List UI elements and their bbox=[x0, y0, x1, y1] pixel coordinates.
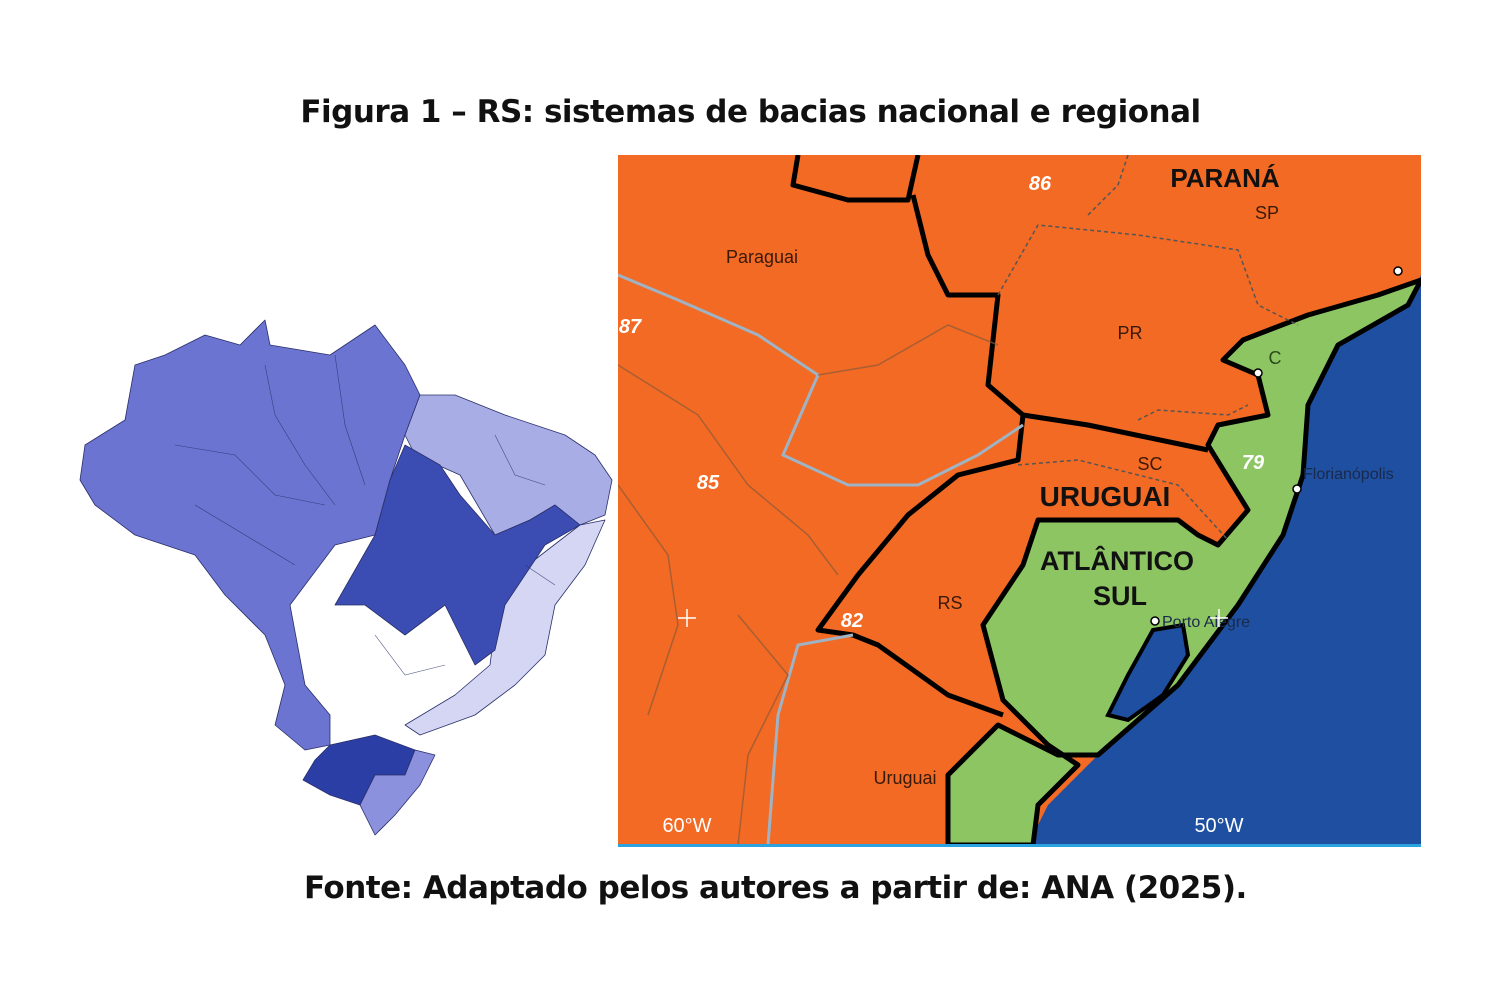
lagoa-dos-patos bbox=[1105, 622, 1191, 723]
ocean bbox=[1028, 275, 1421, 845]
basin-label-uruguai: URUGUAI bbox=[1040, 481, 1171, 512]
subbasin-code-86: 86 bbox=[1029, 173, 1052, 195]
state-sc: SC bbox=[1137, 454, 1162, 474]
brazil-south-coast-region bbox=[359, 749, 436, 836]
subbasin-code-87: 87 bbox=[619, 316, 642, 338]
basin-label-atlantico: ATLÂNTICO bbox=[1040, 545, 1194, 576]
longitude-60w: 60°W bbox=[662, 815, 711, 837]
basin-label-parana: PARANÁ bbox=[1170, 163, 1280, 193]
state-pr: PR bbox=[1117, 323, 1142, 343]
city-florianopolis: Florianópolis bbox=[1303, 466, 1394, 483]
map-bottom-border bbox=[618, 844, 1421, 847]
brazil-central-region bbox=[334, 444, 581, 666]
figure-title: Figura 1 – RS: sistemas de bacias nacion… bbox=[300, 94, 1201, 130]
basin-label-sul: SUL bbox=[1093, 581, 1147, 611]
subbasin-code-82: 82 bbox=[841, 610, 863, 632]
city-markers bbox=[1150, 266, 1403, 626]
regional-basins-map: PARANÁ URUGUAI ATLÂNTICO SUL 86 87 85 82… bbox=[618, 155, 1421, 847]
atlantico-sul-basin bbox=[945, 277, 1421, 847]
city-porto-alegre: Porto Alegre bbox=[1162, 614, 1250, 631]
state-sp: SP bbox=[1255, 203, 1279, 223]
national-borders bbox=[618, 273, 1024, 846]
place-paraguai: Paraguai bbox=[726, 247, 798, 267]
longitude-50w: 50°W bbox=[1194, 815, 1243, 837]
figure-source: Fonte: Adaptado pelos autores a partir d… bbox=[304, 870, 1247, 906]
place-uruguai: Uruguai bbox=[873, 768, 936, 788]
state-borders bbox=[997, 155, 1299, 541]
subbasin-code-85: 85 bbox=[697, 472, 720, 494]
brazil-north-region bbox=[79, 319, 421, 751]
subbasin-code-79: 79 bbox=[1242, 452, 1265, 474]
basin-borders bbox=[790, 155, 1209, 718]
rivers bbox=[618, 324, 999, 846]
brazil-basins-map bbox=[79, 319, 613, 836]
graticule-crosses bbox=[678, 609, 1228, 627]
state-rs: RS bbox=[937, 593, 962, 613]
place-c: C bbox=[1269, 348, 1282, 368]
